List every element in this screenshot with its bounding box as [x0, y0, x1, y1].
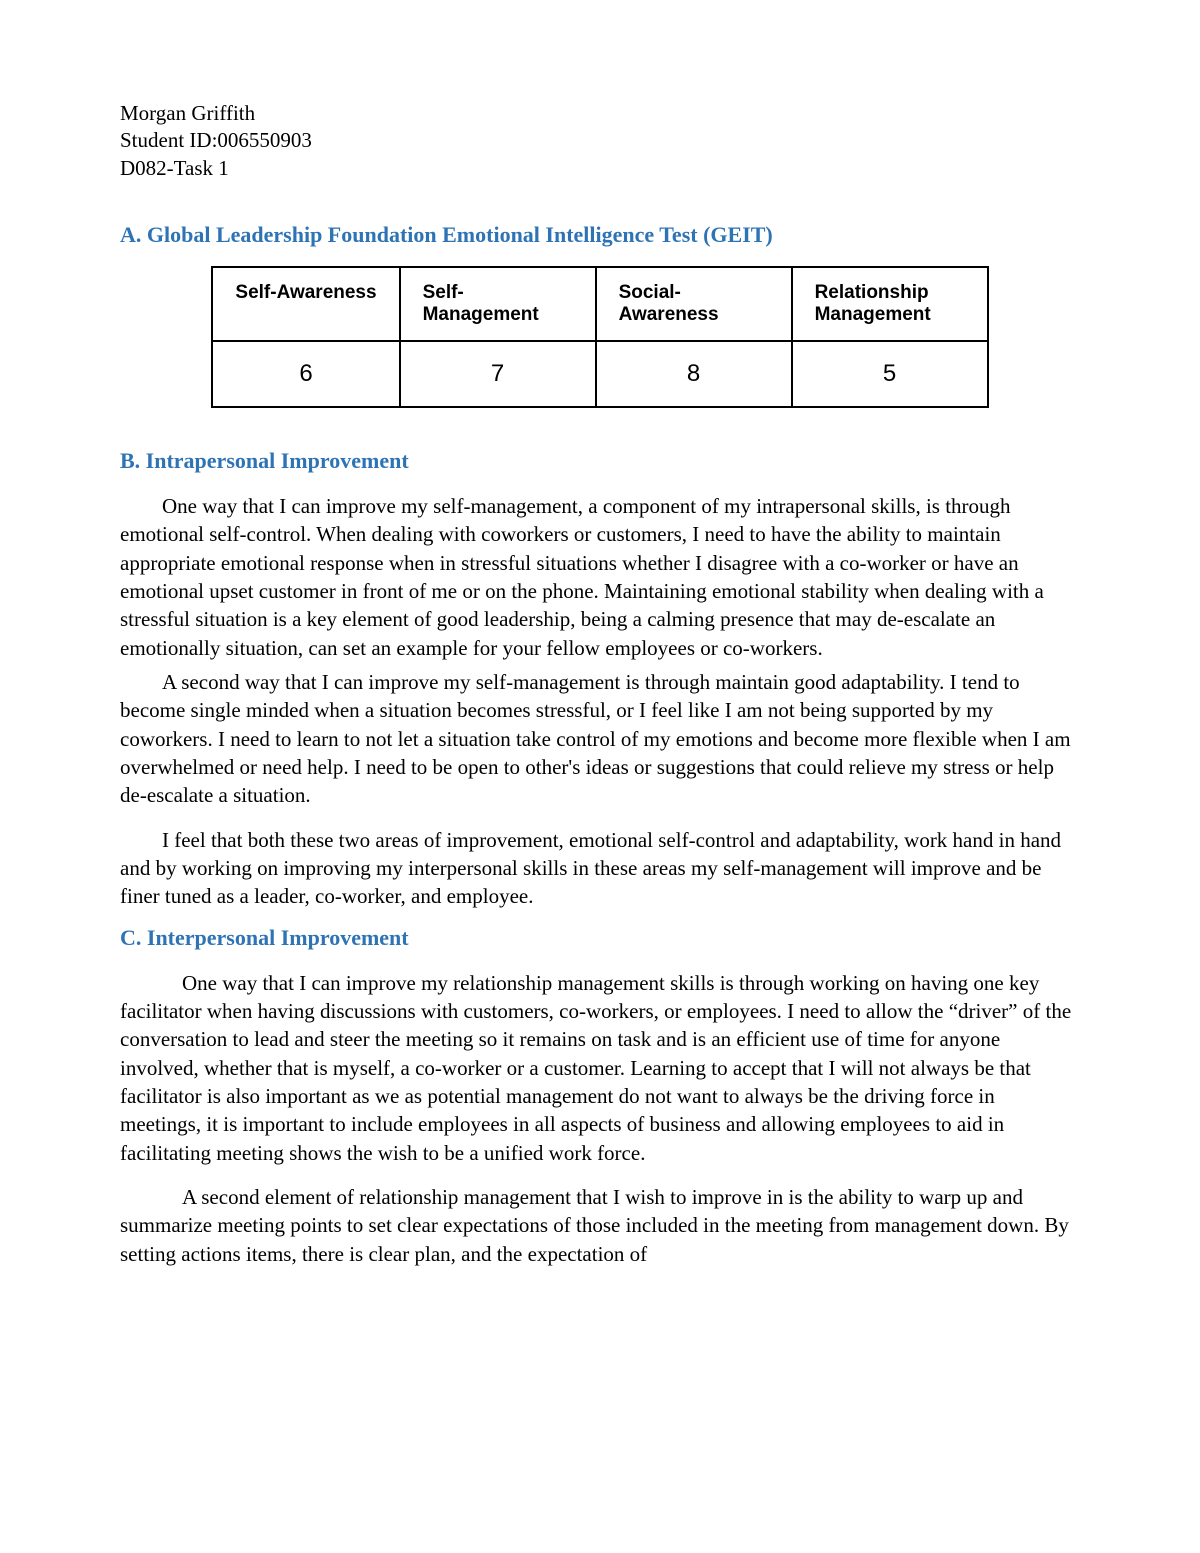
section-b-heading: B. Intrapersonal Improvement [120, 448, 1080, 474]
col-self-management: Self-Management [400, 267, 596, 341]
col-self-awareness: Self-Awareness [212, 267, 399, 341]
table-header-row: Self-Awareness Self-Management Social-Aw… [212, 267, 987, 341]
document-page: Morgan Griffith Student ID:006550903 D08… [0, 0, 1200, 1553]
task-id: D082-Task 1 [120, 155, 1080, 182]
col-social-awareness: Social-Awareness [596, 267, 792, 341]
spacer [120, 816, 1080, 826]
val-relationship-management: 5 [792, 341, 988, 407]
student-id: Student ID:006550903 [120, 127, 1080, 154]
section-b-para-1: One way that I can improve my self-manag… [120, 492, 1080, 662]
section-c-para-1: One way that I can improve my relationsh… [120, 969, 1080, 1167]
student-name: Morgan Griffith [120, 100, 1080, 127]
geit-score-table: Self-Awareness Self-Management Social-Aw… [211, 266, 988, 408]
section-c-para-2: A second element of relationship managem… [120, 1183, 1080, 1268]
val-self-awareness: 6 [212, 341, 399, 407]
col-relationship-management: Relationship Management [792, 267, 988, 341]
student-header: Morgan Griffith Student ID:006550903 D08… [120, 100, 1080, 182]
table-value-row: 6 7 8 5 [212, 341, 987, 407]
section-b-para-3: I feel that both these two areas of impr… [120, 826, 1080, 911]
section-b-para-2: A second way that I can improve my self-… [120, 668, 1080, 810]
spacer [120, 1173, 1080, 1183]
section-c-heading: C. Interpersonal Improvement [120, 925, 1080, 951]
val-self-management: 7 [400, 341, 596, 407]
section-a-heading: A. Global Leadership Foundation Emotiona… [120, 222, 1080, 248]
val-social-awareness: 8 [596, 341, 792, 407]
